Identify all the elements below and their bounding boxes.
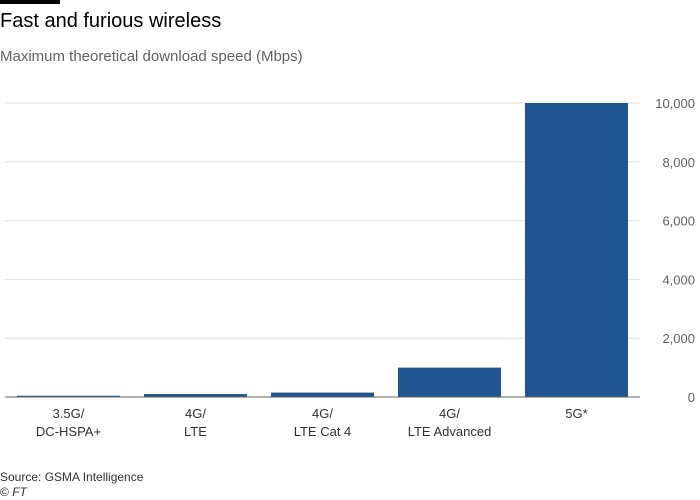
y-tick-label: 0 — [688, 390, 695, 405]
bar — [144, 394, 247, 397]
x-tick-label: 3.5G/ — [53, 406, 85, 421]
y-tick-label: 6,000 — [662, 214, 695, 229]
x-tick-label: 4G/ — [312, 406, 333, 421]
chart-subtitle: Maximum theoretical download speed (Mbps… — [0, 48, 303, 65]
bar — [398, 367, 501, 397]
source-note: Source: GSMA Intelligence — [0, 470, 144, 484]
x-tick-label: 4G/ — [185, 406, 206, 421]
ft-brand: FT — [12, 485, 27, 499]
y-tick-label: 10,000 — [655, 96, 695, 111]
y-tick-label: 8,000 — [662, 155, 695, 170]
x-tick-label: 4G/ — [439, 406, 460, 421]
bar — [17, 395, 120, 397]
x-tick-label: LTE Cat 4 — [294, 424, 352, 439]
y-tick-label: 4,000 — [662, 272, 695, 287]
x-tick-label: LTE — [184, 424, 207, 439]
x-tick-label: 5G* — [565, 406, 587, 421]
copyright-note: © FT — [0, 485, 27, 499]
top-rule — [0, 0, 60, 4]
bar — [271, 392, 374, 397]
bar — [525, 103, 628, 397]
bar-chart: 0 2,000 4,000 6,000 8,000 10,000 3.5G/DC-HSPA+… — [5, 96, 695, 439]
y-tick-label: 2,000 — [662, 331, 695, 346]
x-tick-label: DC-HSPA+ — [36, 424, 101, 439]
chart-title: Fast and furious wireless — [0, 10, 222, 32]
copyright-symbol: © — [0, 485, 9, 499]
x-tick-label: LTE Advanced — [408, 424, 492, 439]
